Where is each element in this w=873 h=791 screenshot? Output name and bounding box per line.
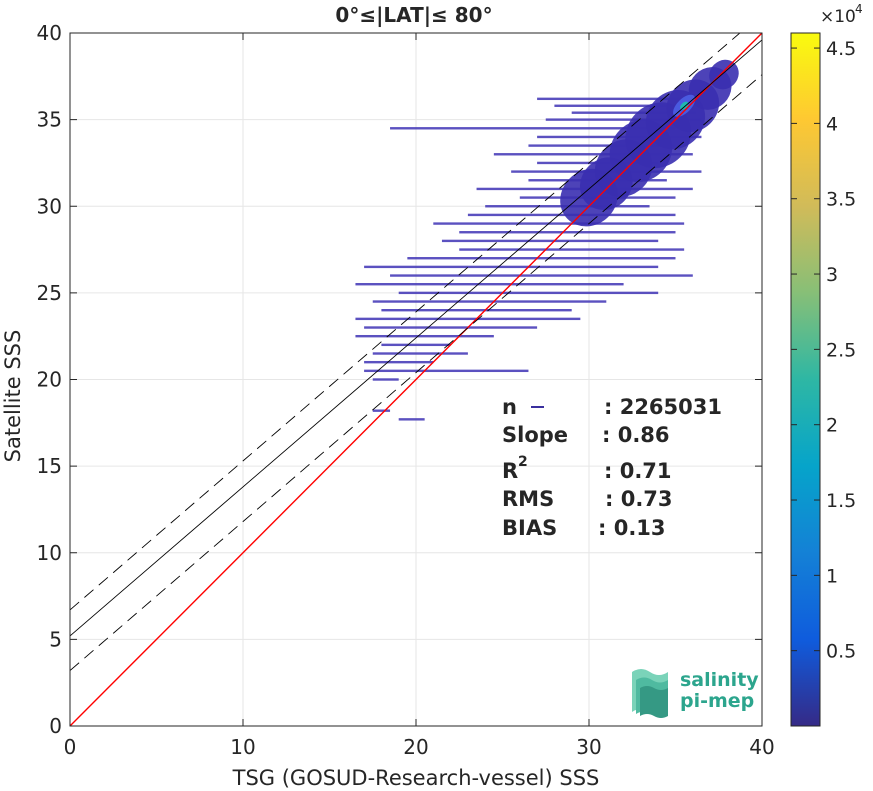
density-streak <box>398 418 425 421</box>
x-tick-label: 30 <box>576 735 601 759</box>
colorbar-tick-label: 2.5 <box>826 339 856 361</box>
colorbar-tick-label: 1.5 <box>826 490 856 512</box>
density-streak <box>364 265 659 269</box>
colorbar-tick-label: 3.5 <box>826 189 856 211</box>
colorbar-tick-label: 0.5 <box>826 641 856 663</box>
reference-line <box>70 33 741 611</box>
density-streak <box>571 111 697 114</box>
chart-title: 0°≤|LAT|≤ 80° <box>335 3 492 27</box>
y-tick-label: 5 <box>49 627 62 651</box>
y-tick-label: 30 <box>37 194 62 218</box>
density-streak <box>381 309 572 312</box>
x-tick-label: 20 <box>403 735 428 759</box>
colorbar-exponent-base: ×10 <box>820 7 856 27</box>
x-tick-label: 10 <box>230 735 255 759</box>
stat-r2-superscript: 2 <box>518 454 528 470</box>
y-tick-label: 10 <box>37 541 62 565</box>
colorbar-exponent-power: 4 <box>855 2 863 16</box>
x-axis-label: TSG (GOSUD-Research-vessel) SSS <box>232 766 600 790</box>
density-streak <box>537 97 685 101</box>
y-tick-label: 0 <box>49 714 62 738</box>
colorbar-tick-label: 3 <box>826 264 838 286</box>
density-streak <box>381 343 451 347</box>
stat-n-label: n <box>502 395 517 419</box>
reference-lines <box>70 33 762 726</box>
y-tick-label: 25 <box>37 281 62 305</box>
density-cloud <box>355 59 739 421</box>
stats-box: n : 2265031 Slope : 0.86 R 2 : 0.71 RMS … <box>502 395 722 540</box>
colorbar-ticks: 0.5 1 1.5 2 2.5 3 3.5 4 4.5 <box>791 38 856 663</box>
salinity-pi-mep-logo: salinity pi-mep <box>632 669 759 718</box>
density-streak <box>398 291 659 295</box>
stat-slope-value: : 0.86 <box>602 423 670 447</box>
density-streak <box>372 409 391 412</box>
density-streak <box>493 153 693 156</box>
axis-ticks: 0 10 20 30 40 0 5 10 15 20 25 30 35 40 <box>37 21 775 759</box>
density-streak <box>545 118 702 121</box>
density-streak <box>372 378 399 381</box>
logo-line-1: salinity <box>680 669 759 691</box>
stat-n-marker <box>531 406 544 408</box>
density-streak <box>355 283 624 286</box>
colorbar-tick-label: 1 <box>826 565 838 587</box>
density-core-peak <box>680 101 689 110</box>
density-streak <box>441 239 659 243</box>
density-streak <box>364 326 538 329</box>
stat-rms-label: RMS <box>502 487 554 511</box>
stat-bias-label: BIAS <box>502 516 557 540</box>
y-tick-label: 15 <box>37 454 62 478</box>
stat-rms-value: : 0.73 <box>605 487 673 511</box>
density-streak <box>407 257 676 260</box>
density-streak <box>364 369 529 373</box>
density-streak <box>390 274 693 277</box>
colorbar-bar <box>790 32 821 727</box>
colorbar-tick-label: 4.5 <box>826 38 856 60</box>
stat-bias-value: : 0.13 <box>598 516 666 540</box>
colorbar-tick-label: 4 <box>826 113 838 135</box>
density-streak <box>364 360 434 364</box>
density-streak <box>459 231 676 234</box>
stat-r2-label: R <box>502 459 518 483</box>
y-tick-label: 40 <box>37 21 62 45</box>
density-streak <box>355 317 581 321</box>
x-tick-label: 0 <box>64 735 77 759</box>
y-tick-label: 20 <box>37 368 62 392</box>
x-tick-label: 40 <box>749 735 774 759</box>
colorbar-tick-label: 2 <box>826 415 838 437</box>
density-streak <box>459 248 685 251</box>
density-streak <box>528 144 676 147</box>
logo-line-2: pi-mep <box>680 690 754 712</box>
stat-slope-label: Slope <box>502 423 568 447</box>
density-streak <box>372 352 468 355</box>
reference-line <box>70 39 762 637</box>
density-streak <box>433 222 685 225</box>
stat-r2-value: : 0.71 <box>604 459 672 483</box>
density-streak <box>355 334 494 338</box>
density-streak <box>554 104 693 107</box>
density-streak <box>390 127 676 130</box>
reference-line <box>70 74 762 671</box>
stat-n-value: : 2265031 <box>604 395 722 419</box>
logo-wave-icon <box>632 669 668 718</box>
reference-line <box>70 33 762 726</box>
density-streak <box>372 300 607 303</box>
y-tick-label: 35 <box>37 108 62 132</box>
density-band <box>709 59 739 90</box>
colorbar: 0.5 1 1.5 2 2.5 3 3.5 4 4.5 ×10 4 <box>790 2 863 727</box>
y-axis-label: Satellite SSS <box>1 330 25 463</box>
